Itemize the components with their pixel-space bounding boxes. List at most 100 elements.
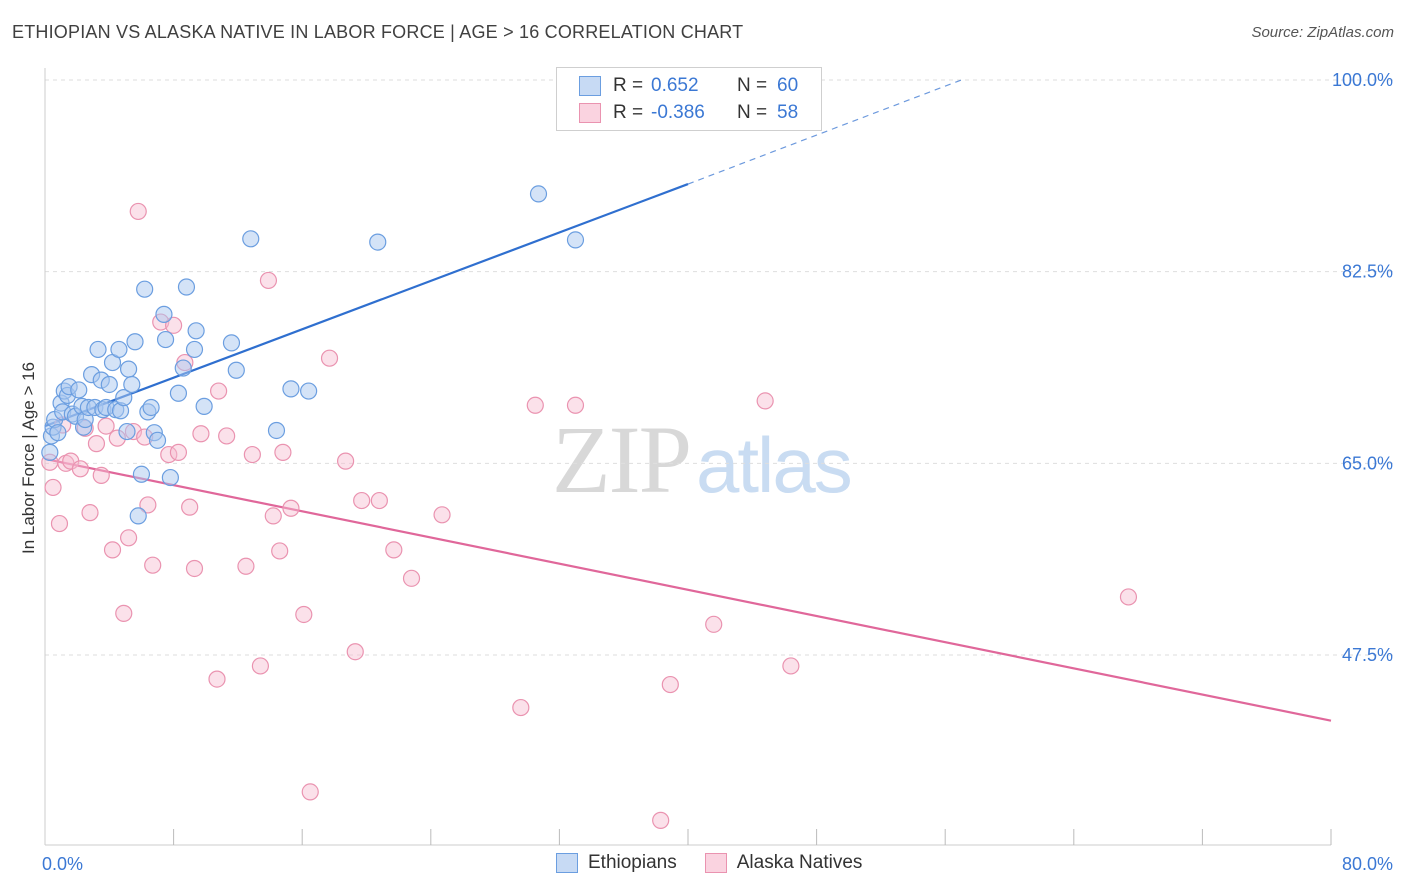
alaska-natives-point [652, 811, 670, 829]
alaska-natives-point [337, 452, 355, 470]
ethiopians-point [156, 330, 175, 349]
legend-item-ethiopians[interactable]: Ethiopians [556, 852, 677, 874]
ethiopians-point [41, 443, 59, 461]
alaska-natives-point [566, 396, 585, 414]
ethiopians-point [369, 233, 387, 251]
legend-r-value: 0.652 [651, 75, 699, 96]
ethiopians-point [177, 278, 196, 296]
legend-item-alaska-natives[interactable]: Alaska Natives [704, 852, 863, 874]
ethiopians-point [100, 375, 118, 394]
series-legend: Ethiopians Alaska Natives [556, 852, 890, 874]
y-tick-label: 47.5% [1342, 645, 1393, 665]
watermark-atlas: atlas [696, 421, 853, 509]
alaska-natives-point [259, 271, 278, 290]
legend-swatch-pink [704, 853, 727, 873]
ethiopians-point [222, 334, 241, 352]
ethiopians-trend-extension [687, 79, 962, 185]
ethiopians-point [187, 322, 205, 340]
ethiopians-points [41, 185, 585, 525]
alaska-natives-point [756, 392, 774, 410]
legend-swatch-blue [579, 76, 601, 96]
ethiopians-point [118, 422, 136, 441]
ethiopians-point [142, 398, 160, 417]
alaska-natives-point [705, 615, 723, 633]
ethiopians-point [110, 340, 128, 359]
alaska-natives-point [192, 425, 210, 443]
alaska-natives-point [251, 657, 270, 675]
ethiopians-point [174, 359, 192, 377]
alaska-natives-point [144, 556, 162, 574]
watermark: ZIPatlas [552, 404, 853, 515]
y-tick-label: 100.0% [1332, 70, 1393, 90]
alaska-natives-point [353, 491, 371, 510]
ethiopians-point [195, 397, 213, 415]
alaska-natives-point [92, 466, 110, 484]
trend-lines [44, 79, 1332, 722]
alaska-natives-point [115, 604, 133, 622]
alaska-natives-point [218, 427, 236, 445]
alaska-natives-point [103, 541, 122, 559]
alaska-natives-point [181, 498, 199, 516]
ethiopians-point [242, 230, 260, 248]
alaska-natives-point [71, 460, 89, 478]
y-tick-label: 82.5% [1342, 262, 1393, 282]
x-tick-label: 80.0% [1342, 854, 1393, 874]
legend-label-ethiopians: Ethiopians [588, 852, 677, 873]
alaska-natives-point [81, 504, 99, 522]
alaska-natives-point [661, 675, 679, 694]
ethiopians-point [70, 381, 88, 399]
alaska-natives-point [402, 569, 421, 587]
alaska-natives-point [119, 529, 138, 547]
ethiopians-point [300, 382, 318, 400]
alaska-natives-point [87, 435, 106, 453]
alaska-natives-point [320, 349, 339, 367]
alaska-natives-point [282, 499, 300, 517]
ethiopians-point [119, 360, 138, 378]
x-tick-label: 0.0% [42, 854, 83, 874]
alaska-natives-point [512, 698, 530, 717]
ethiopians-point [49, 424, 67, 442]
ethiopians-point [161, 468, 179, 487]
ethiopians-point [169, 384, 188, 402]
y-tick-label: 65.0% [1342, 453, 1393, 473]
y-axis-label: In Labor Force | Age > 16 [19, 362, 38, 554]
alaska-natives-point [271, 542, 289, 560]
alaska-natives-point [301, 783, 319, 801]
alaska-natives-point [243, 445, 261, 464]
watermark-zip: ZIP [552, 406, 692, 513]
ethiopians-point [123, 375, 141, 394]
legend-n-label: N = [737, 75, 768, 96]
alaska-natives-point [1119, 588, 1138, 606]
ethiopians-point [148, 431, 167, 449]
alaska-natives-point [274, 443, 292, 461]
ethiopians-point [267, 421, 286, 440]
stats-legend: R = 0.652 N = 60 R = -0.386 N = 58 [556, 67, 822, 131]
alaska-natives-point [129, 202, 147, 221]
alaska-natives-point [44, 478, 62, 497]
alaska-natives-point [346, 643, 364, 661]
legend-swatch-blue [556, 853, 578, 873]
alaska-natives-point [264, 507, 282, 525]
alaska-natives-point [433, 506, 451, 524]
alaska-natives-point [526, 396, 544, 414]
ethiopians-point [227, 361, 245, 379]
alaska-natives-point [782, 657, 800, 675]
ethiopians-point [282, 380, 300, 398]
ethiopians-trend-line [44, 183, 689, 428]
legend-swatch-pink [579, 103, 601, 123]
legend-r-label: R = [613, 75, 644, 96]
alaska-natives-point [139, 496, 157, 514]
ethiopians-point [566, 231, 585, 249]
legend-n-value: 58 [777, 102, 799, 123]
ethiopians-point [155, 305, 173, 323]
alaska-natives-point [185, 559, 204, 578]
alaska-natives-point [165, 316, 183, 334]
ethiopians-point [115, 389, 133, 407]
legend-label-alaska-natives: Alaska Natives [736, 852, 863, 873]
alaska-natives-point [295, 605, 313, 624]
alaska-natives-point [237, 557, 255, 575]
ethiopians-point [129, 507, 147, 525]
chart-title: ETHIOPIAN VS ALASKA NATIVE IN LABOR FORC… [12, 22, 744, 42]
ethiopians-point [136, 280, 154, 298]
source-credit: Source: ZipAtlas.com [1251, 24, 1394, 41]
